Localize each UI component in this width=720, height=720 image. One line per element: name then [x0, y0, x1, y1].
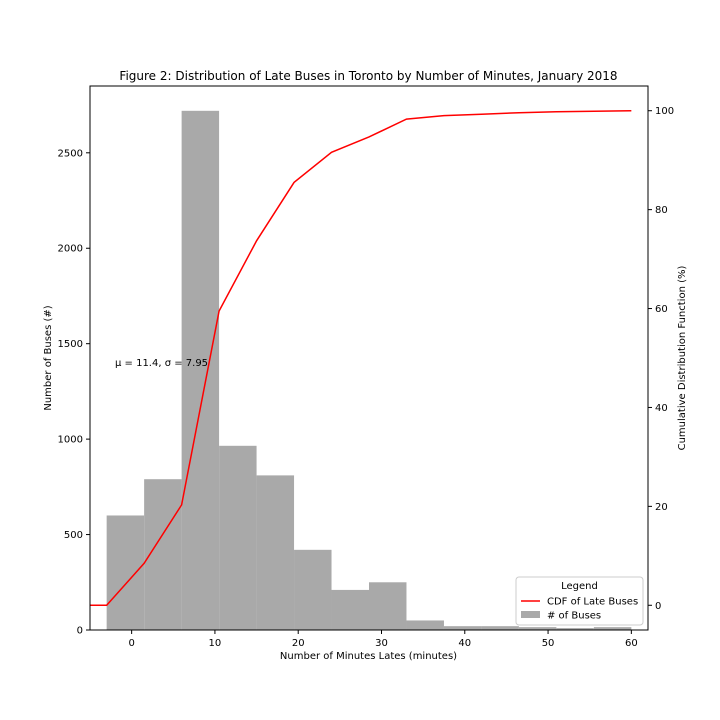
histogram-bar [481, 626, 519, 630]
x-tick-label: 40 [458, 638, 471, 649]
x-tick-label: 30 [375, 638, 388, 649]
y-tick-label: 500 [64, 530, 83, 541]
histogram-bar [256, 475, 295, 630]
y-tick-label: 1500 [58, 339, 83, 350]
y2-tick-label: 40 [655, 403, 668, 414]
y-tick-label: 2500 [58, 148, 83, 159]
x-tick-label: 60 [625, 638, 638, 649]
x-tick-label: 0 [128, 638, 134, 649]
histogram-bar [518, 627, 557, 630]
chart-title: Figure 2: Distribution of Late Buses in … [119, 69, 617, 83]
histogram-bar [219, 445, 257, 630]
y-tick-label: 0 [77, 626, 83, 637]
histogram-bar [331, 589, 369, 630]
histogram-bar [556, 628, 594, 630]
legend-entry-label: # of Buses [547, 611, 601, 622]
axes: 0 10 20 30 40 50 60 0 500 1000 1500 2000 2500 0 20 40 60… [58, 85, 674, 649]
x-tick-label: 10 [209, 638, 222, 649]
y2-tick-label: 100 [655, 106, 674, 117]
y-tick-label: 1000 [58, 435, 83, 446]
histogram-bar [369, 582, 407, 630]
y2-tick-label: 0 [655, 601, 661, 612]
y2-axis-label: Cumulative Distribution Function (%) [677, 266, 688, 451]
x-tick-label: 50 [542, 638, 555, 649]
histogram-bar [106, 515, 145, 630]
histogram-bar [294, 549, 332, 630]
plot-area [90, 109, 632, 631]
legend-box [515, 576, 644, 626]
legend: Legend CDF of Late Buses # of Buses [515, 576, 644, 626]
histogram-bar [181, 110, 220, 631]
x-axis-label: Number of Minutes Lates (minutes) [280, 651, 457, 662]
legend-entry-label: CDF of Late Buses [547, 597, 638, 608]
histogram-bar [593, 627, 632, 630]
y2-tick-label: 60 [655, 304, 668, 315]
y2-tick-label: 20 [655, 502, 668, 513]
y2-tick-label: 80 [655, 205, 668, 216]
cdf-line [90, 109, 632, 607]
x-tick-label: 20 [292, 638, 305, 649]
plot-frame [89, 85, 649, 631]
legend-title: Legend [561, 581, 598, 592]
stats-annotation: μ = 11.4, σ = 7.95 [115, 358, 208, 369]
histogram-bar [406, 620, 444, 630]
legend-swatch-patch [521, 611, 540, 618]
histogram-bar [443, 626, 482, 630]
y-axis-label: Number of Buses (#) [43, 305, 54, 410]
y-tick-label: 2000 [58, 244, 83, 255]
